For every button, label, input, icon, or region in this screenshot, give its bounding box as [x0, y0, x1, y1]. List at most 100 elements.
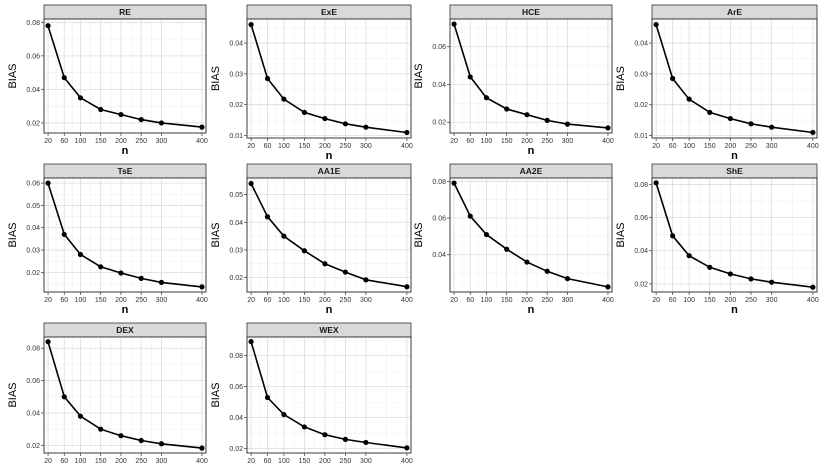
data-point	[199, 124, 205, 130]
y-tick-label: 0.03	[26, 248, 40, 255]
data-point	[45, 339, 51, 345]
y-tick-label: 0.02	[229, 275, 243, 282]
data-point	[605, 284, 611, 290]
x-tick-label: 250	[135, 138, 147, 145]
x-tick-label: 60	[669, 297, 677, 304]
x-axis-title: n	[122, 465, 129, 467]
x-tick-label: 400	[807, 143, 819, 150]
data-point	[404, 284, 410, 290]
x-tick-label: 60	[60, 458, 68, 465]
y-tick-label: 0.04	[26, 410, 40, 417]
y-axis-title: BIAS	[615, 222, 627, 247]
data-point	[77, 413, 84, 419]
x-tick-label: 200	[521, 138, 533, 145]
x-tick-label: 250	[135, 297, 147, 304]
facet-title: ExE	[321, 7, 337, 17]
x-axis-title: n	[122, 145, 129, 157]
data-point	[138, 275, 144, 281]
panel-border	[246, 177, 412, 293]
y-tick-label: 0.04	[26, 87, 40, 94]
facet-panel-dex: DEX 0.02 0.04 0.06 0.08 20 60 100 150 200 250 300 40…	[7, 322, 208, 467]
x-tick-label: 100	[683, 297, 695, 304]
x-tick-label: 100	[481, 138, 493, 145]
x-axis-title: n	[528, 304, 535, 316]
data-point	[451, 21, 457, 27]
data-point	[544, 268, 550, 274]
panel-border	[449, 177, 613, 293]
data-point	[564, 275, 571, 282]
data-point	[77, 251, 84, 258]
y-tick-label: 0.06	[229, 384, 243, 391]
x-tick-label: 150	[95, 458, 107, 465]
y-tick-label: 0.04	[229, 220, 243, 227]
data-point	[264, 394, 271, 401]
data-point	[363, 439, 369, 446]
data-point	[158, 441, 165, 447]
data-point	[61, 231, 67, 238]
data-point	[248, 339, 254, 345]
x-tick-label: 20	[247, 458, 255, 465]
data-point	[138, 116, 144, 123]
facet-panel-aa1e: AA1E 0.02 0.03 0.04 0.05 20 60 100 150 200 250 300 4…	[210, 163, 413, 316]
y-tick-label: 0.04	[432, 252, 446, 259]
panel-border	[651, 177, 818, 293]
data-point	[118, 111, 124, 118]
x-tick-label: 300	[766, 297, 778, 304]
data-point	[158, 120, 165, 126]
series-line	[47, 25, 202, 128]
x-tick-label: 100	[278, 143, 290, 150]
data-point	[98, 106, 104, 113]
x-tick-label: 250	[340, 458, 352, 465]
data-point	[748, 276, 754, 282]
data-point	[77, 95, 84, 101]
x-tick-label: 20	[44, 138, 52, 145]
facet-panel-are: ArE 0.01 0.02 0.03 0.04 20 60 100 150 200 250 300 40…	[615, 4, 819, 162]
panel-border	[43, 18, 207, 134]
facet-title: AA2E	[520, 166, 543, 176]
facet-panel-re: RE 0.02 0.04 0.06 0.08 20 60 100 150 200 250 300 400…	[7, 4, 208, 157]
x-tick-label: 100	[481, 297, 493, 304]
y-tick-label: 0.06	[26, 378, 40, 385]
data-point	[61, 75, 67, 81]
y-tick-label: 0.06	[26, 181, 40, 188]
x-tick-label: 400	[602, 138, 614, 145]
x-tick-label: 300	[156, 297, 168, 304]
x-tick-label: 250	[541, 138, 553, 145]
data-point	[467, 74, 473, 80]
x-tick-label: 300	[360, 143, 372, 150]
data-point	[322, 432, 328, 438]
y-axis-title: BIAS	[210, 66, 222, 91]
series-line	[47, 341, 202, 449]
x-tick-label: 200	[521, 297, 533, 304]
y-tick-label: 0.03	[634, 71, 648, 78]
y-tick-label: 0.08	[634, 182, 648, 189]
data-point	[264, 75, 271, 82]
x-tick-label: 20	[247, 143, 255, 150]
y-tick-label: 0.08	[26, 346, 40, 353]
facet-title: RE	[119, 7, 131, 17]
x-tick-label: 20	[44, 458, 52, 465]
x-tick-label: 250	[541, 297, 553, 304]
data-point	[281, 411, 287, 418]
x-tick-label: 400	[196, 458, 208, 465]
plot-area	[246, 177, 412, 293]
data-point	[524, 259, 530, 265]
data-point	[748, 121, 754, 127]
y-tick-label: 0.05	[26, 203, 40, 210]
data-point	[138, 437, 144, 444]
data-point	[322, 261, 328, 267]
data-point	[301, 248, 307, 254]
data-point	[483, 95, 490, 101]
data-point	[653, 21, 659, 28]
series-line	[250, 183, 408, 288]
x-tick-label: 20	[652, 297, 660, 304]
data-point	[342, 269, 348, 275]
x-axis-title: n	[528, 145, 535, 157]
data-point	[670, 75, 676, 82]
data-point	[264, 214, 271, 220]
x-tick-label: 300	[766, 143, 778, 150]
y-axis-title: BIAS	[210, 222, 222, 247]
y-axis-title: BIAS	[210, 382, 222, 407]
x-axis-title: n	[731, 150, 738, 162]
